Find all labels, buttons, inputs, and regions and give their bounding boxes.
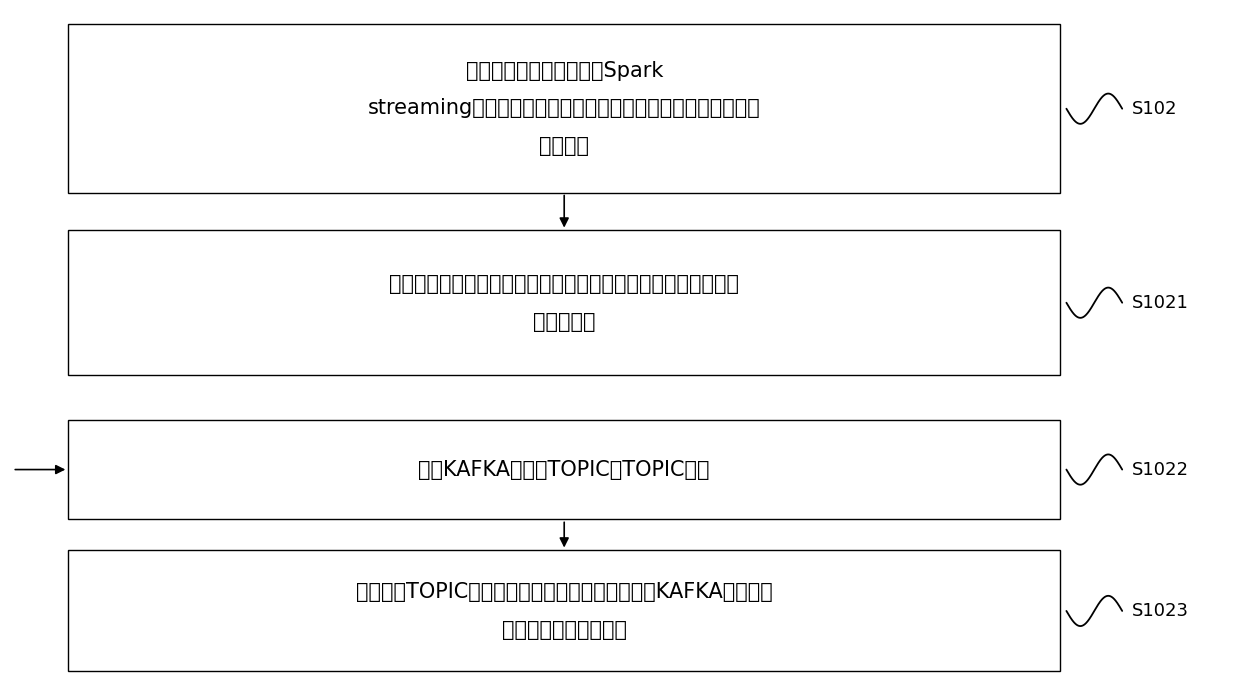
Text: 采用预设的汇总算法对所述日志信息进行分析处理，获得所述日: 采用预设的汇总算法对所述日志信息进行分析处理，获得所述日 — [389, 274, 739, 294]
FancyBboxPatch shape — [68, 230, 1060, 375]
Text: 应的所述日志明细信息: 应的所述日志明细信息 — [502, 619, 626, 640]
Text: 汇总信息: 汇总信息 — [539, 136, 589, 156]
Text: streaming对日志信息进行分析处理，获得日志明细信息和日志: streaming对日志信息进行分析处理，获得日志明细信息和日志 — [368, 98, 760, 118]
Text: 志汇总信息: 志汇总信息 — [533, 312, 595, 332]
FancyBboxPatch shape — [68, 550, 1060, 671]
Text: 采用分布式流式处理方法Spark: 采用分布式流式处理方法Spark — [465, 61, 663, 80]
Text: S1023: S1023 — [1132, 602, 1189, 620]
Text: 获取KAFKA中所述TOPIC的TOPIC信息: 获取KAFKA中所述TOPIC的TOPIC信息 — [418, 460, 711, 480]
Text: 根据所述TOPIC信息并按照预设的采集周期从所述KAFKA中拉取相: 根据所述TOPIC信息并按照预设的采集周期从所述KAFKA中拉取相 — [356, 581, 773, 602]
FancyBboxPatch shape — [68, 24, 1060, 193]
Text: S1021: S1021 — [1132, 294, 1189, 312]
Text: S102: S102 — [1132, 100, 1178, 118]
Text: S1022: S1022 — [1132, 460, 1189, 479]
FancyBboxPatch shape — [68, 420, 1060, 519]
